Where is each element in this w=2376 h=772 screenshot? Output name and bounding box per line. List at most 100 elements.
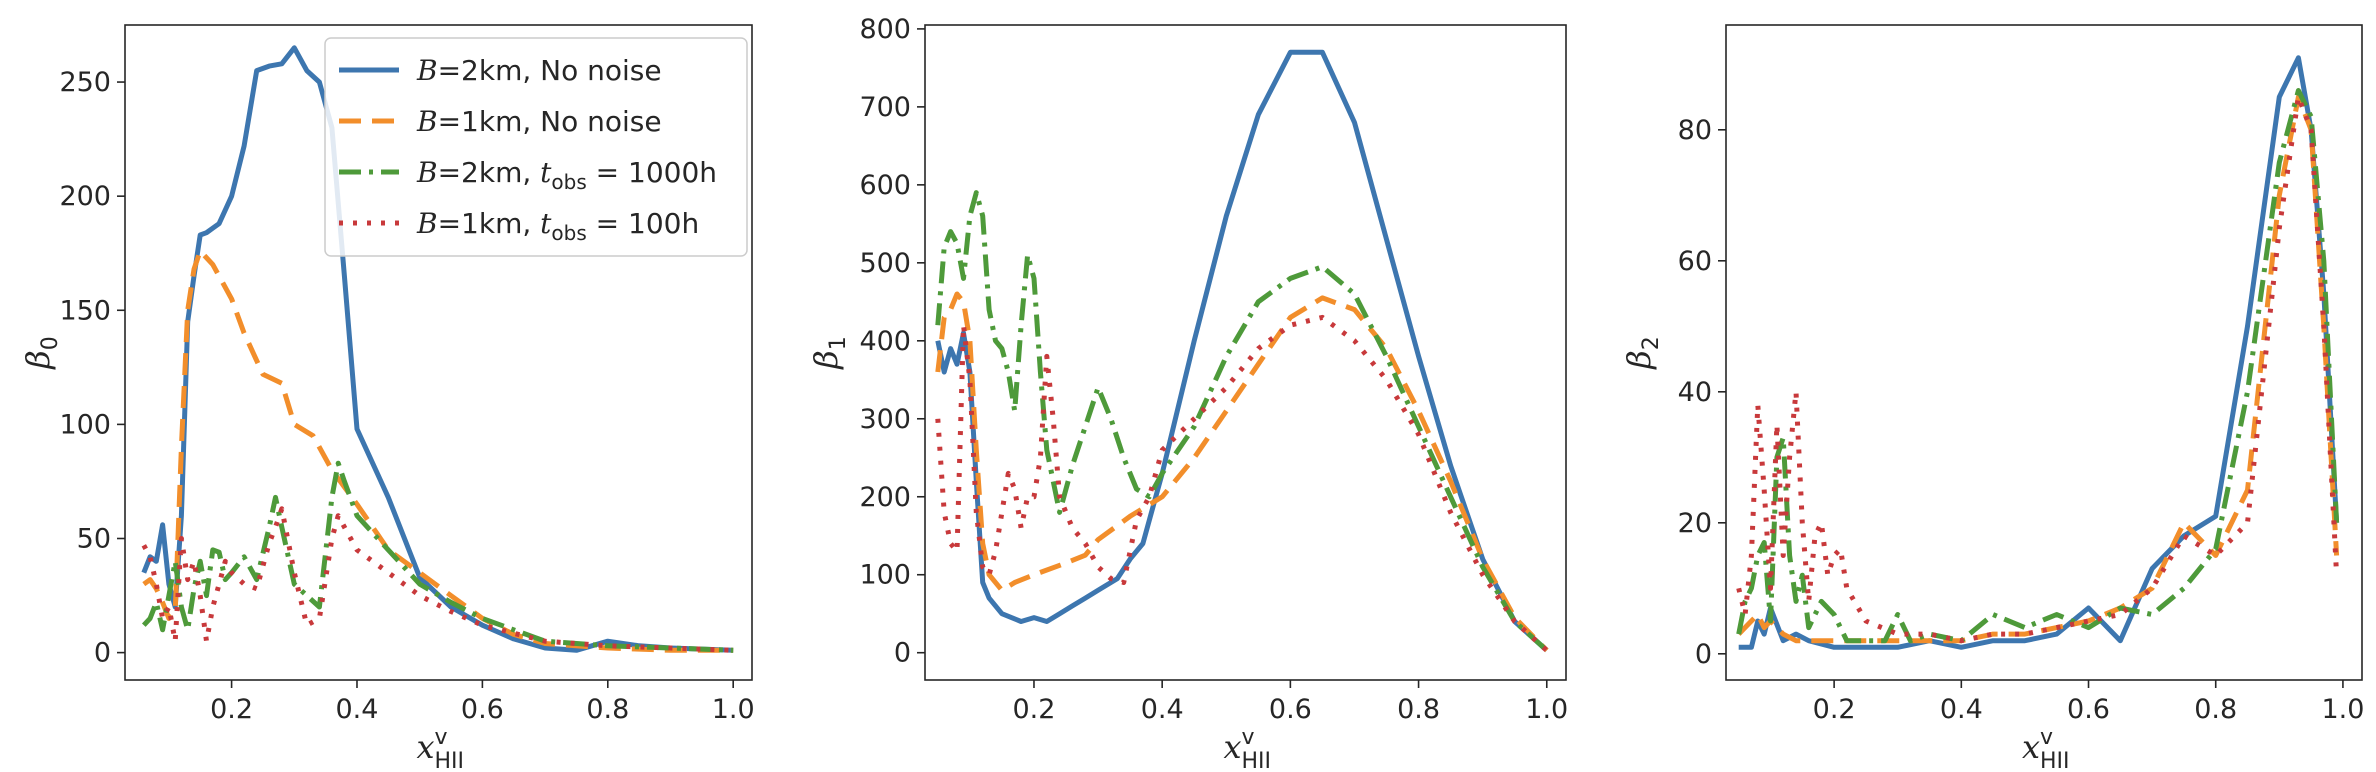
x-axis-superscript: v <box>1242 725 1255 750</box>
y-axis-symbol: β <box>19 350 57 370</box>
series-line-4 <box>935 314 1549 653</box>
x-axis-label: x <box>2022 728 2040 766</box>
y-tick-label: 100 <box>859 560 911 591</box>
y-tick-label: 300 <box>859 404 911 435</box>
x-tick-label: 0.8 <box>2194 694 2237 725</box>
plot-frame <box>1725 24 2363 681</box>
y-tick-label: 400 <box>859 326 911 357</box>
x-tick-label: 1.0 <box>712 694 755 725</box>
y-tick-label: 200 <box>859 482 911 513</box>
legend-label: B=2km, tobs = 1000h <box>416 156 717 194</box>
legend-entry-4: B=1km, tobs = 100h <box>339 207 699 245</box>
legend-box <box>324 37 748 257</box>
y-tick-label: 50 <box>77 524 111 555</box>
x-axis-symbol: x <box>417 728 435 766</box>
series-line-3 <box>935 190 1549 653</box>
legend-value: =2km, <box>438 54 541 87</box>
y-axis-symbol: β <box>807 350 845 370</box>
y-tick-label: 100 <box>59 409 111 440</box>
series-line-1 <box>935 49 1549 653</box>
y-tick-label: 600 <box>859 170 911 201</box>
plot-frame <box>124 24 753 681</box>
series-line-2 <box>1736 94 2340 644</box>
x-axis-subscript: HII <box>435 749 465 772</box>
x-axis-symbol: x <box>1224 728 1242 766</box>
series-group <box>1736 55 2340 650</box>
legend-value: =1km, <box>438 207 541 240</box>
y-tick-label: 0 <box>94 638 111 669</box>
legend-symbol: B <box>416 105 438 138</box>
x-tick-label: 0.8 <box>1397 694 1440 725</box>
x-tick-label: 0.6 <box>2067 694 2110 725</box>
legend-time-symbol: t <box>540 156 552 189</box>
y-axis-label: β0 <box>19 336 63 370</box>
series-line-1 <box>1738 55 2340 650</box>
y-tick-label: 200 <box>59 181 111 212</box>
legend-label: B=1km, No noise <box>416 105 662 138</box>
legend-value: =1km, <box>438 105 541 138</box>
legend-time-value: = 100h <box>587 207 699 240</box>
x-tick-label: 0.2 <box>210 694 253 725</box>
y-tick-label: 800 <box>859 14 911 45</box>
series-line-2 <box>142 248 734 653</box>
series-line-3 <box>141 460 734 653</box>
x-axis-subscript: HII <box>1242 749 1272 772</box>
y-tick-label: 60 <box>1678 246 1712 277</box>
x-axis-subscript: HII <box>2040 749 2070 772</box>
legend-time-symbol: t <box>540 207 552 240</box>
y-tick-label: 500 <box>859 248 911 279</box>
x-axis-label: x <box>417 728 435 766</box>
legend-time-value: = 1000h <box>587 156 717 189</box>
y-tick-label: 700 <box>859 92 911 123</box>
x-tick-label: 0.6 <box>1269 694 1312 725</box>
panel-beta1: 0.2 0.4 0.6 0.8 1.0 0 100 200 300 400 500 600 700 800… <box>807 14 1568 772</box>
y-axis-label: β2 <box>1620 336 1664 370</box>
series-line-2 <box>935 291 1549 653</box>
y-axis-subscript: 1 <box>826 336 851 350</box>
x-axis-superscript: v <box>435 725 448 750</box>
x-tick-label: 0.8 <box>586 694 629 725</box>
x-tick-label: 0.2 <box>1012 694 1055 725</box>
legend-symbol: B <box>416 156 438 189</box>
legend-label: B=1km, tobs = 100h <box>416 207 699 245</box>
y-tick-label: 250 <box>59 67 111 98</box>
x-axis-label: x <box>1224 728 1242 766</box>
x-tick-label: 1.0 <box>1525 694 1568 725</box>
y-axis-label: β1 <box>807 336 851 370</box>
legend-time-subscript: obs <box>551 221 586 245</box>
x-tick-label: 0.4 <box>1141 694 1184 725</box>
legend-entry-2: B=1km, No noise <box>339 105 662 138</box>
series-line-4 <box>1736 94 2340 644</box>
x-tick-label: 0.4 <box>1940 694 1983 725</box>
y-tick-label: 0 <box>1695 639 1712 670</box>
series-group <box>141 45 734 653</box>
legend-label: B=2km, No noise <box>416 54 662 87</box>
series-line-4 <box>141 506 734 653</box>
y-axis-subscript: 2 <box>1639 336 1664 350</box>
series-line-1 <box>141 45 734 653</box>
legend-symbol: B <box>416 207 438 240</box>
x-axis-symbol: x <box>2022 728 2040 766</box>
series-line-3 <box>1736 88 2340 644</box>
y-tick-label: 0 <box>894 638 911 669</box>
x-axis-superscript: v <box>2040 725 2053 750</box>
legend-text: No noise <box>540 54 661 87</box>
x-tick-label: 0.6 <box>461 694 504 725</box>
legend-symbol: B <box>416 54 438 87</box>
legend-entry-3: B=2km, tobs = 1000h <box>339 156 717 194</box>
y-tick-label: 80 <box>1678 115 1712 146</box>
y-axis-subscript: 0 <box>38 336 63 350</box>
legend-time-subscript: obs <box>551 170 586 194</box>
y-axis-symbol: β <box>1620 350 1658 370</box>
series-group <box>935 49 1549 653</box>
x-tick-label: 1.0 <box>2321 694 2364 725</box>
y-tick-label: 20 <box>1678 508 1712 539</box>
x-tick-label: 0.2 <box>1813 694 1856 725</box>
plot-frame <box>924 24 1567 681</box>
legend-value: =2km, <box>438 156 541 189</box>
legend-entry-1: B=2km, No noise <box>339 54 662 87</box>
